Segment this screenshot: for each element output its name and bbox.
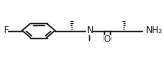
- Text: N: N: [86, 26, 93, 35]
- Text: NH₂: NH₂: [145, 26, 162, 35]
- Text: O: O: [104, 35, 111, 44]
- Text: F: F: [3, 26, 8, 35]
